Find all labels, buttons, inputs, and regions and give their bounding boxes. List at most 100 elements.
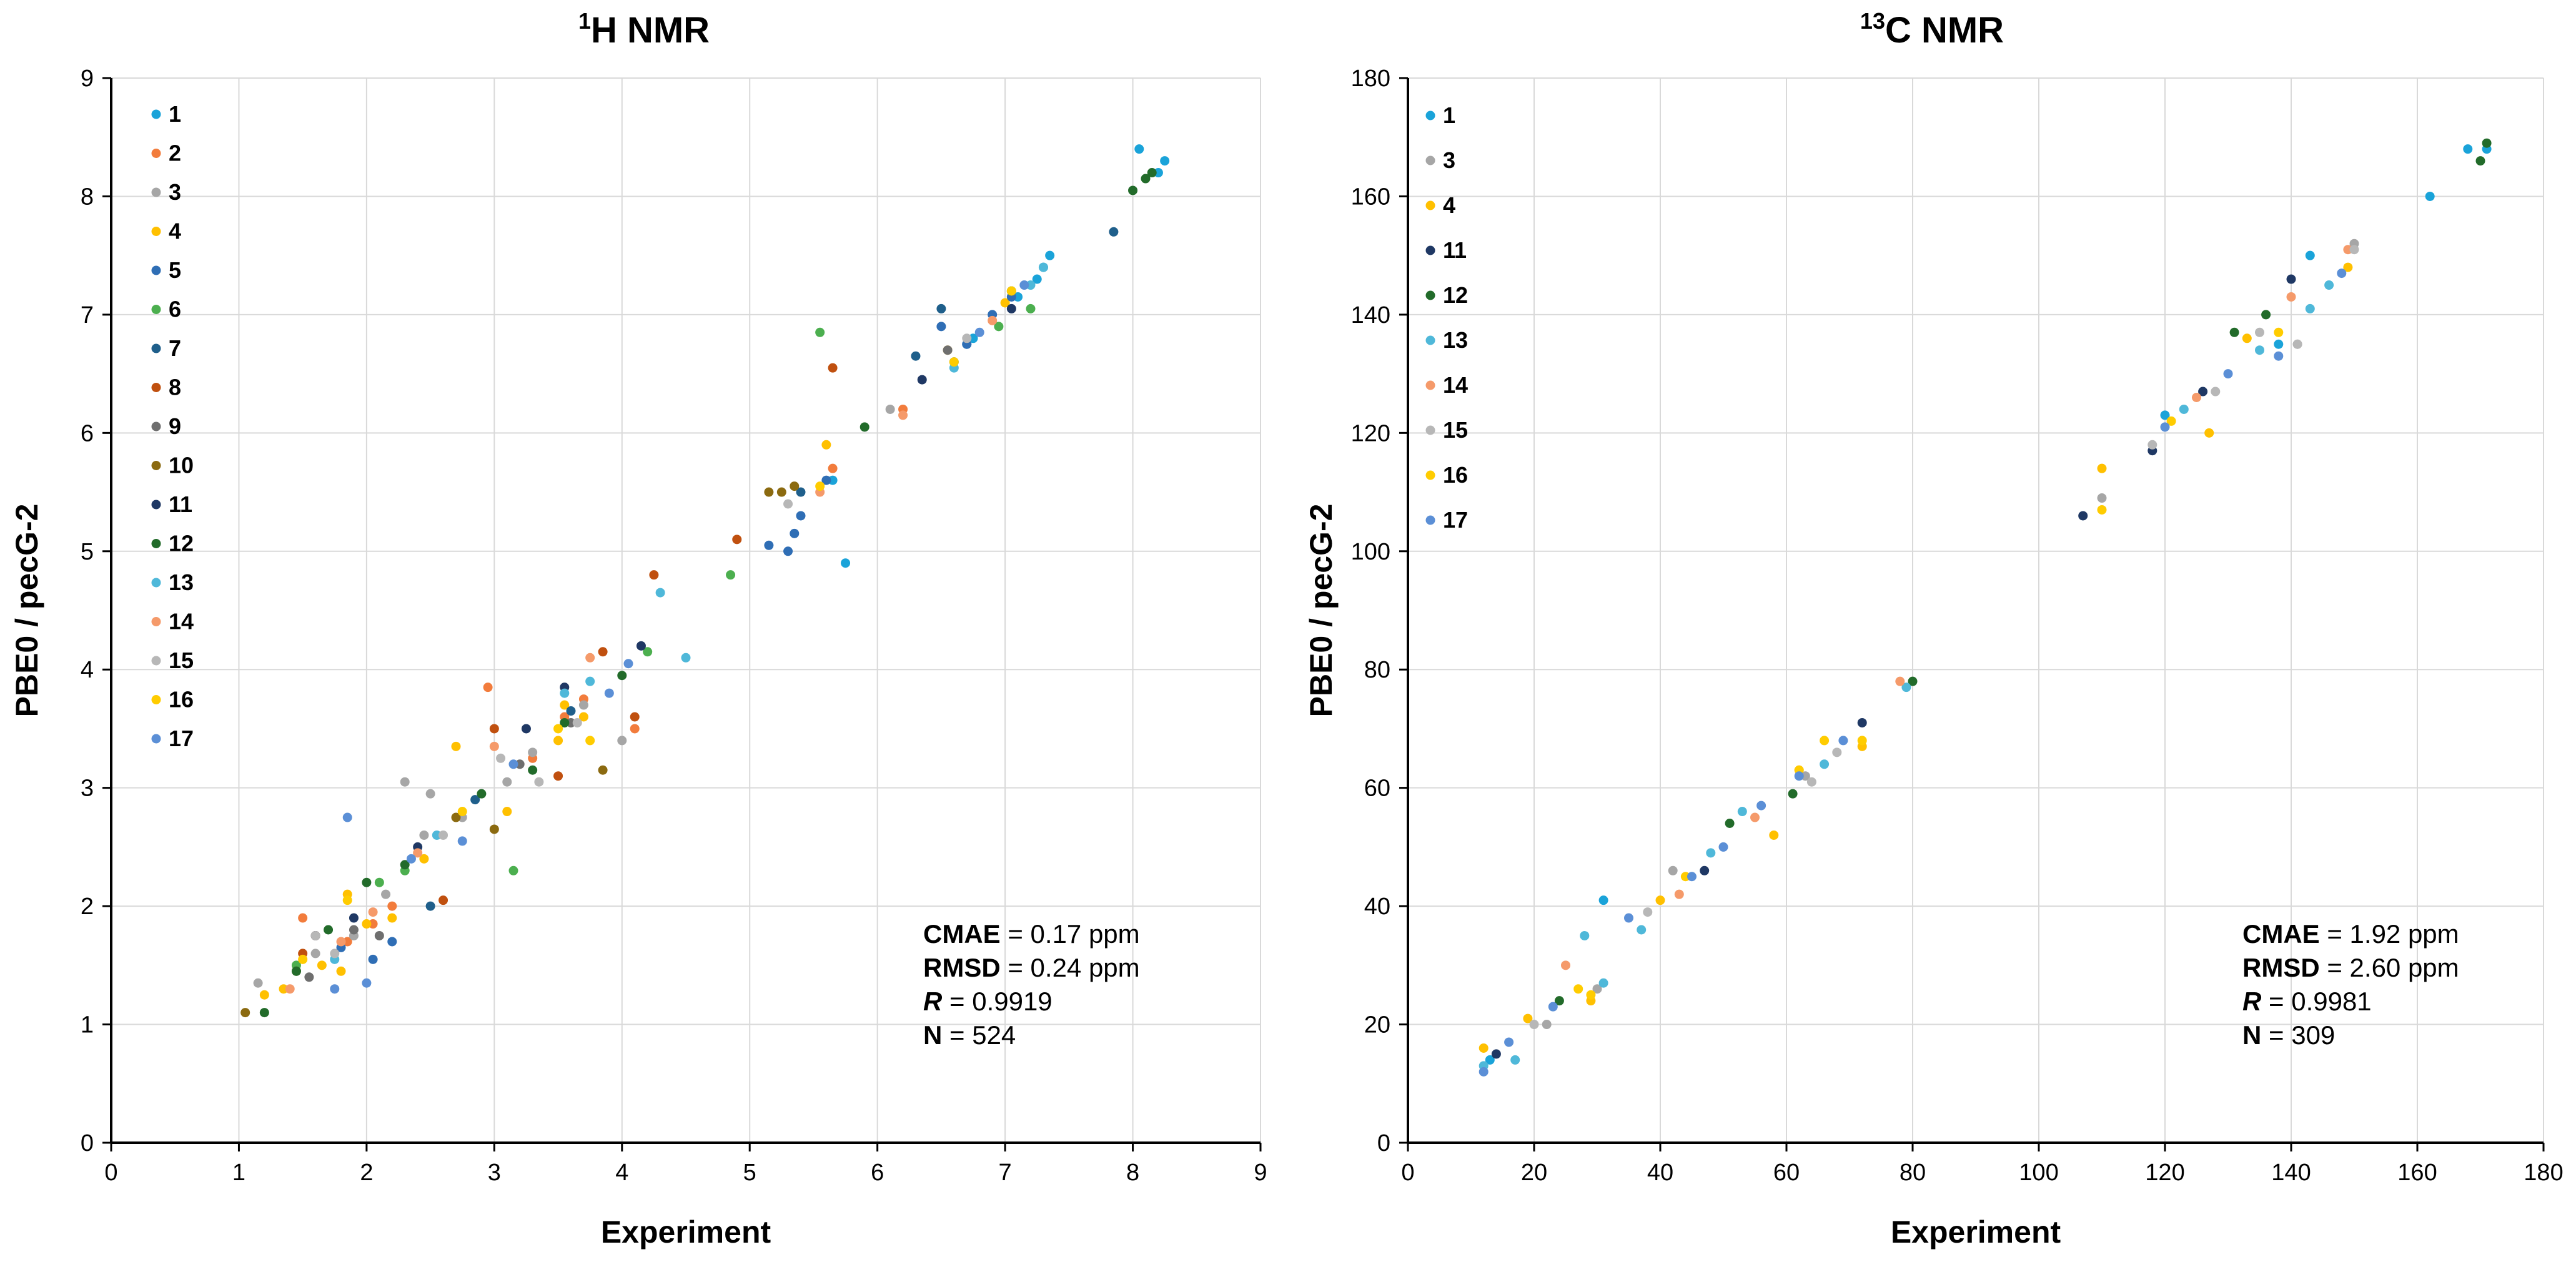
data-point-series-3 bbox=[2097, 493, 2107, 503]
x-tick-label: 60 bbox=[1773, 1160, 1800, 1186]
data-point-series-14 bbox=[2192, 393, 2201, 402]
y-tick-label: 60 bbox=[1364, 776, 1390, 802]
data-point-series-16 bbox=[2097, 505, 2107, 515]
series-11 bbox=[1491, 274, 2296, 1059]
data-point-series-14 bbox=[1895, 676, 1905, 686]
x-tick-label: 5 bbox=[743, 1160, 756, 1186]
data-point-series-14 bbox=[1674, 889, 1684, 899]
y-tick-label: 1 bbox=[81, 1012, 94, 1038]
legend-label-4: 4 bbox=[1443, 192, 1455, 218]
data-point-series-7 bbox=[1109, 227, 1119, 237]
data-point-series-16 bbox=[1573, 984, 1583, 994]
data-point-series-14 bbox=[489, 741, 499, 751]
y-tick-label: 2 bbox=[81, 894, 94, 920]
series-12 bbox=[1554, 138, 2492, 1006]
data-point-series-4 bbox=[560, 700, 570, 710]
data-point-series-16 bbox=[553, 724, 563, 734]
x-tick-label: 120 bbox=[2145, 1160, 2184, 1186]
data-point-series-3 bbox=[1592, 984, 1602, 994]
series-15 bbox=[1529, 245, 2359, 1030]
data-point-series-4 bbox=[2097, 463, 2107, 473]
data-point-series-11 bbox=[1857, 717, 1867, 727]
data-point-series-14 bbox=[336, 937, 346, 947]
data-point-series-4 bbox=[1769, 830, 1779, 840]
data-point-series-15 bbox=[1832, 747, 1842, 757]
data-point-series-3 bbox=[419, 830, 429, 840]
data-point-series-5 bbox=[936, 322, 946, 332]
legend-marker-2 bbox=[151, 149, 161, 158]
stat-line: R = 0.9981 bbox=[2242, 987, 2372, 1016]
data-point-series-2 bbox=[630, 724, 640, 734]
data-point-series-17 bbox=[1794, 771, 1804, 781]
y-tick-label: 3 bbox=[81, 776, 94, 802]
y-tick-label: 40 bbox=[1364, 894, 1390, 920]
data-point-series-11 bbox=[2078, 511, 2088, 521]
data-point-series-3 bbox=[1542, 1020, 1552, 1030]
legend-marker-10 bbox=[151, 461, 161, 470]
data-point-series-16 bbox=[815, 481, 825, 491]
data-point-series-13 bbox=[1737, 807, 1747, 817]
data-point-series-13 bbox=[585, 676, 595, 686]
data-point-series-4 bbox=[419, 854, 429, 864]
data-point-series-13 bbox=[655, 588, 665, 598]
data-point-series-2 bbox=[483, 683, 493, 693]
legend-label-14: 14 bbox=[169, 609, 194, 634]
data-point-series-8 bbox=[598, 647, 608, 657]
data-point-series-12 bbox=[859, 422, 869, 432]
y-tick-label: 100 bbox=[1351, 539, 1390, 565]
data-point-series-4 bbox=[317, 960, 327, 970]
data-point-series-14 bbox=[2286, 292, 2296, 302]
data-point-series-16 bbox=[1586, 990, 1596, 1000]
x-tick-label: 9 bbox=[1254, 1160, 1267, 1186]
x-tick-label: 180 bbox=[2524, 1160, 2563, 1186]
series-7 bbox=[425, 227, 1119, 911]
data-point-series-17 bbox=[623, 659, 633, 669]
data-point-series-10 bbox=[240, 1008, 250, 1018]
data-point-series-11 bbox=[917, 375, 927, 385]
data-point-series-13 bbox=[1598, 978, 1608, 988]
c-nmr-chart: 0 20 40 60 80 100 120 140 160 180 0 20 40 60 80 100 120 1… bbox=[1304, 8, 2564, 1250]
data-point-series-3 bbox=[528, 747, 538, 757]
data-point-series-2 bbox=[298, 913, 308, 923]
data-point-series-9 bbox=[304, 972, 314, 982]
legend-label-8: 8 bbox=[169, 375, 181, 400]
data-point-series-15 bbox=[1529, 1020, 1539, 1030]
x-tick-label: 7 bbox=[999, 1160, 1012, 1186]
legend-marker-16 bbox=[151, 695, 161, 704]
data-point-series-3 bbox=[400, 777, 410, 787]
data-point-series-16 bbox=[342, 895, 352, 905]
legend-marker-7 bbox=[151, 343, 161, 353]
legend-marker-4 bbox=[151, 227, 161, 236]
data-point-series-10 bbox=[451, 812, 461, 822]
data-point-series-13 bbox=[2324, 280, 2334, 290]
data-point-series-1 bbox=[2425, 191, 2435, 201]
y-tick-label: 80 bbox=[1364, 657, 1390, 683]
data-point-series-12 bbox=[1141, 174, 1151, 184]
legend-marker-11 bbox=[1425, 245, 1435, 255]
data-point-series-17 bbox=[1019, 280, 1029, 290]
data-point-series-6 bbox=[374, 877, 384, 887]
data-point-series-16 bbox=[2166, 416, 2176, 426]
data-point-series-3 bbox=[253, 978, 263, 988]
data-point-series-8 bbox=[732, 535, 742, 545]
gridlines bbox=[1407, 77, 2544, 1143]
legend-label-9: 9 bbox=[169, 413, 181, 439]
data-point-series-15 bbox=[783, 499, 793, 509]
data-point-series-8 bbox=[553, 771, 563, 781]
data-point-series-8 bbox=[489, 724, 499, 734]
data-point-series-4 bbox=[2343, 262, 2353, 272]
data-point-series-12 bbox=[528, 765, 538, 775]
data-point-series-12 bbox=[362, 877, 372, 887]
stat-label: CMAE bbox=[2242, 919, 2320, 949]
y-tick-label: 0 bbox=[81, 1130, 94, 1156]
data-point-series-16 bbox=[949, 357, 959, 367]
data-point-series-1 bbox=[1134, 144, 1144, 154]
legend-label-15: 15 bbox=[169, 648, 194, 673]
data-point-series-7 bbox=[425, 901, 435, 911]
data-point-series-8 bbox=[649, 570, 659, 580]
data-point-series-4 bbox=[502, 807, 512, 817]
x-tick-label: 8 bbox=[1126, 1160, 1139, 1186]
legend-marker-1 bbox=[1425, 111, 1435, 121]
data-point-series-3 bbox=[502, 777, 512, 787]
